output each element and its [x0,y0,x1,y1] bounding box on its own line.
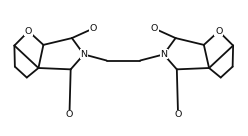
Text: O: O [89,24,97,33]
Text: O: O [215,27,222,36]
Text: O: O [25,27,32,36]
Text: O: O [66,110,73,119]
Text: N: N [160,50,167,59]
Text: N: N [80,50,87,59]
Text: O: O [174,110,182,119]
Text: O: O [151,24,158,33]
